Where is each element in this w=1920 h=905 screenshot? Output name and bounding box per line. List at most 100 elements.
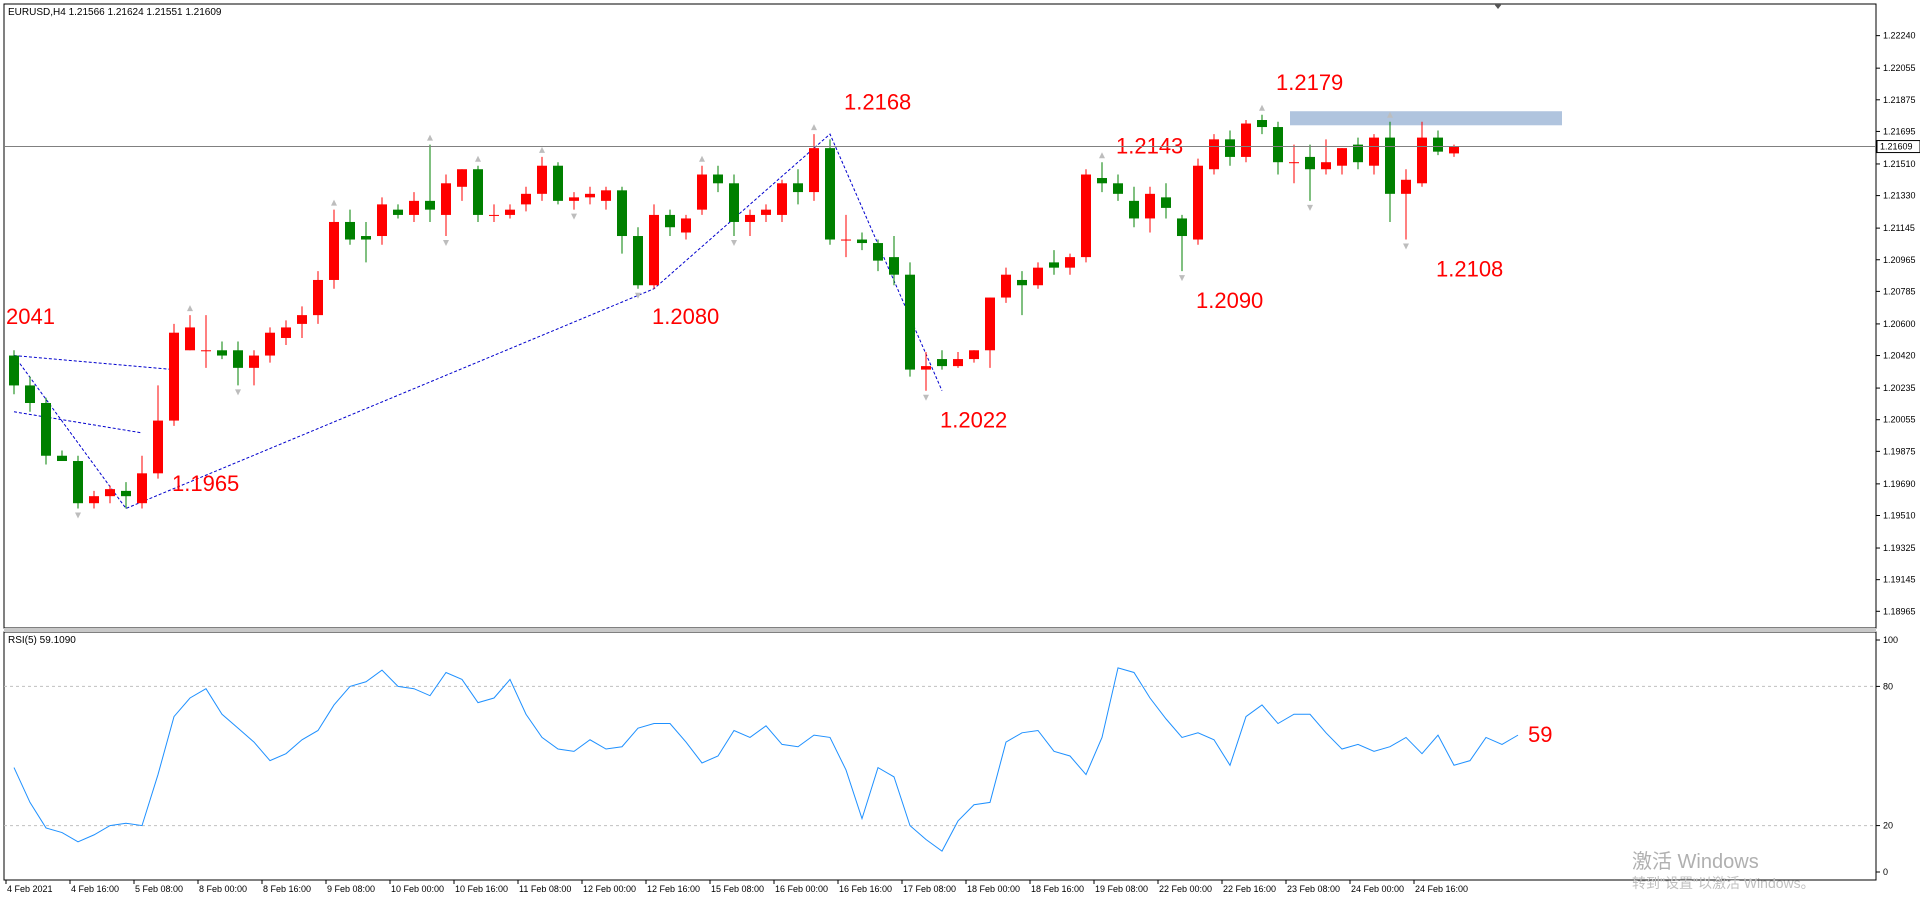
candle-body [585, 193, 595, 198]
candle-body [553, 165, 563, 201]
candle [345, 209, 355, 245]
fractal-up-icon [1259, 104, 1265, 111]
candle [441, 174, 451, 237]
candle [793, 169, 803, 205]
candle [937, 350, 947, 370]
fractal-up-icon [539, 146, 545, 153]
time-tick-label: 18 Feb 16:00 [1031, 884, 1084, 894]
candle-body [1449, 146, 1459, 154]
candle [473, 165, 483, 222]
price-tick-label: 1.21510 [1883, 159, 1916, 169]
price-annotation: 1.2179 [1276, 70, 1343, 95]
candle [57, 450, 67, 462]
candle [873, 239, 883, 272]
candle [329, 209, 339, 289]
candle [665, 209, 675, 237]
candle-body [873, 243, 883, 261]
candle-body [569, 197, 579, 201]
candle-body [633, 236, 643, 286]
price-annotation: 1.2090 [1196, 288, 1263, 313]
candle [1385, 121, 1395, 222]
candle-body [153, 420, 163, 474]
candle [1273, 121, 1283, 175]
price-tick-label: 1.19510 [1883, 511, 1916, 521]
rsi-tick-label: 20 [1883, 821, 1893, 831]
price-tick-label: 1.18965 [1883, 606, 1916, 616]
price-tick-label: 1.20600 [1883, 319, 1916, 329]
rsi-layer: 100 80 20 0 [4, 635, 1898, 877]
time-tick-label: 18 Feb 00:00 [967, 884, 1020, 894]
candle-body [169, 332, 179, 421]
candle-body [1337, 148, 1347, 166]
candle [1129, 186, 1139, 228]
time-tick-label: 12 Feb 16:00 [647, 884, 700, 894]
time-tick-label: 11 Feb 08:00 [519, 884, 571, 894]
fractal-down-icon [443, 240, 449, 247]
price-tick-label: 1.19875 [1883, 446, 1916, 456]
candle [953, 352, 963, 368]
scroll-marker-icon[interactable] [1494, 4, 1502, 9]
price-tick-label: 1.19325 [1883, 543, 1916, 553]
time-tick-label: 9 Feb 08:00 [327, 884, 375, 894]
candle [1225, 130, 1235, 166]
candle-body [361, 236, 371, 240]
candle-body [969, 350, 979, 360]
candle-body [233, 350, 243, 368]
candle [153, 385, 163, 479]
fractal-down-icon [235, 389, 241, 396]
candle [857, 232, 867, 251]
candle-body [489, 214, 499, 216]
fractal-up-icon [331, 199, 337, 206]
candle-body [1001, 274, 1011, 298]
candle-body [505, 209, 515, 215]
candle [1209, 134, 1219, 175]
candle-body [297, 315, 307, 324]
candle-body [809, 148, 819, 193]
candle [1401, 169, 1411, 240]
fractal-up-icon [1099, 152, 1105, 159]
candle [313, 271, 323, 324]
candle-body [1193, 165, 1203, 240]
watermark-line-2: 转到"设置"以激活 Windows。 [1632, 875, 1815, 891]
panel-splitter[interactable] [4, 628, 1876, 632]
candle [825, 139, 835, 245]
candle-body [665, 214, 675, 228]
candle-body [1097, 178, 1107, 184]
candle-body [1385, 137, 1395, 194]
fractal-up-icon [187, 305, 193, 312]
candle-body [985, 297, 995, 351]
price-tick-label: 1.22055 [1883, 63, 1916, 73]
time-tick-label: 5 Feb 08:00 [135, 884, 183, 894]
candle [41, 397, 51, 465]
candle-body [105, 489, 115, 497]
candle-body [73, 461, 83, 504]
candle-body [457, 169, 467, 187]
candle-body [521, 193, 531, 205]
candle-body [393, 209, 403, 215]
candle-body [1065, 257, 1075, 268]
price-annotation: 1.2168 [844, 89, 911, 114]
candle-body [1273, 127, 1283, 163]
time-tick-label: 4 Feb 16:00 [71, 884, 119, 894]
candle [1033, 262, 1043, 289]
candle [1017, 271, 1027, 316]
time-tick-label: 16 Feb 00:00 [775, 884, 828, 894]
candle-body [1161, 197, 1171, 208]
price-tick-label: 1.22240 [1883, 31, 1916, 41]
price-annotation: 1.2080 [652, 304, 719, 329]
time-tick-label: 16 Feb 16:00 [839, 884, 892, 894]
candle-body [1321, 162, 1331, 170]
price-annotation: 1.2108 [1436, 256, 1503, 281]
price-tick-label: 1.19690 [1883, 479, 1916, 489]
candle [25, 376, 35, 412]
candle-body [89, 496, 99, 504]
price-tick-label: 1.20785 [1883, 286, 1916, 296]
candle [809, 134, 819, 201]
candle-body [345, 221, 355, 240]
candle [249, 350, 259, 386]
price-tick-label: 1.21695 [1883, 126, 1916, 136]
candle [1145, 186, 1155, 233]
price-tick-label: 1.20965 [1883, 255, 1916, 265]
